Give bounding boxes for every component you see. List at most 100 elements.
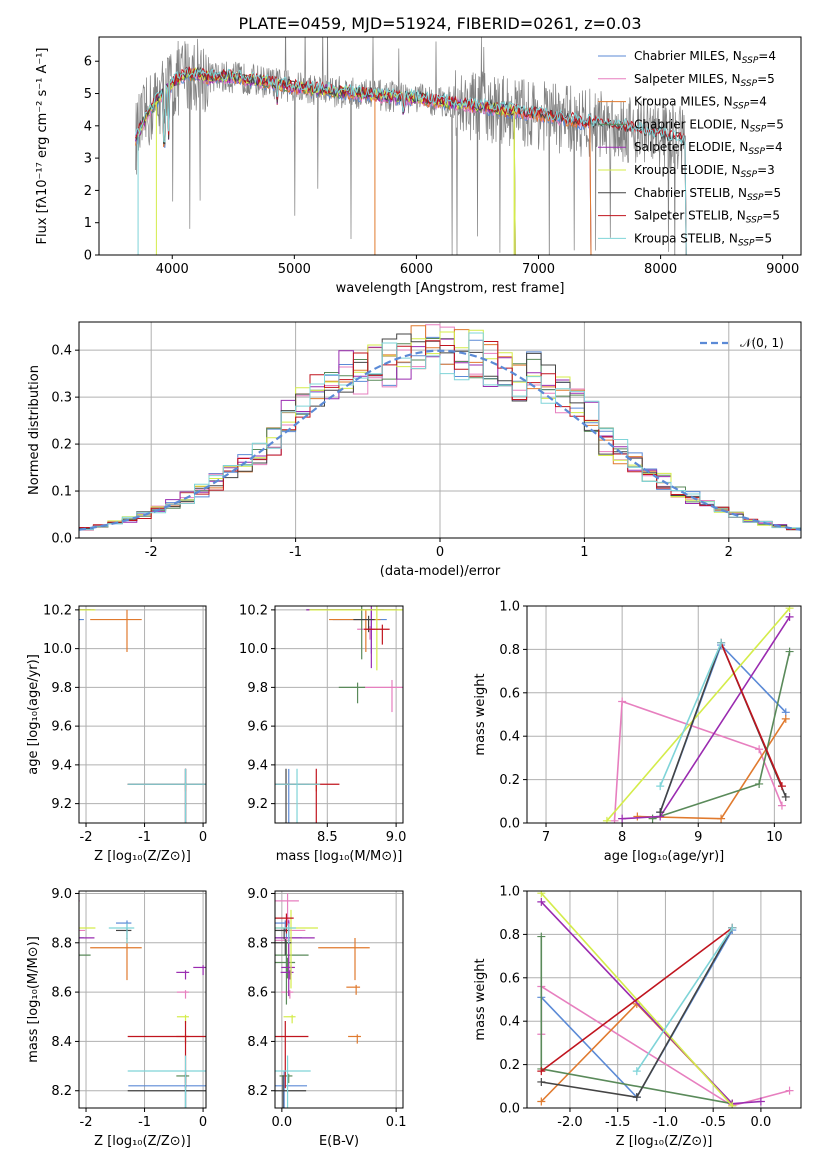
- legend-label: Salpeter MILES, NSSP=5: [634, 72, 775, 89]
- age_vs_Z-ylabel: age [log₁₀(age/yr)]: [26, 654, 41, 775]
- weight-marker: [717, 638, 726, 647]
- mass_vs_Z-ytick-label: 8.4: [51, 1035, 72, 1050]
- age_vs_mass-ytick-label: 9.4: [247, 758, 268, 773]
- weight_vs_Z-ytick-label: 0.6: [499, 971, 520, 986]
- age_vs_Z-xlabel: Z [log₁₀(Z/Z⊙)]: [94, 849, 191, 864]
- weight-marker: [777, 801, 786, 810]
- age_vs_mass-frame: [274, 605, 404, 824]
- weight-marker: [717, 814, 726, 823]
- age_vs_mass-ytick-label: 10.2: [239, 603, 268, 618]
- weight_vs_Z-ytick-label: 0.8: [499, 928, 520, 943]
- mass_vs_Z-ytick-label: 8.2: [51, 1084, 72, 1099]
- mass_vs_Z-ylabel: mass [log₁₀(M/M⊙)]: [26, 936, 41, 1063]
- weight-marker: [537, 1067, 546, 1076]
- legend-label: Kroupa MILES, NSSP=4: [634, 95, 767, 112]
- spectrum-ytick-label: 0: [84, 249, 92, 264]
- weight-marker: [756, 1097, 765, 1106]
- weight-marker: [755, 745, 764, 754]
- spectrum-ytick-label: 4: [84, 119, 92, 134]
- mass_vs_EBV-xtick-label: 0.0: [272, 1115, 293, 1130]
- legend-subscript: SSP: [742, 56, 759, 66]
- mass_vs_Z-ytick-label: 8.8: [51, 936, 72, 951]
- weight-marker: [781, 792, 790, 801]
- spectrum-legend: Chabrier MILES, NSSP=4 Salpeter MILES, NS…: [598, 49, 784, 248]
- legend-subscript: SSP: [747, 193, 764, 203]
- weight-line: [540, 927, 733, 1072]
- legend-value: =5: [754, 231, 772, 245]
- weight-marker: [656, 808, 665, 817]
- weight-marker: [785, 612, 794, 621]
- mass_vs_Z-ytick-label: 8.6: [51, 986, 72, 1001]
- legend-label: Chabrier ELODIE, NSSP=5: [634, 117, 784, 134]
- legend-subscript: SSP: [741, 170, 758, 180]
- residual-histogram: [79, 332, 801, 530]
- spectrum-title: PLATE=0459, MJD=51924, FIBERID=0261, z=0…: [238, 14, 641, 33]
- legend-value: =4: [758, 49, 776, 63]
- weight-marker: [777, 782, 786, 791]
- weight-marker: [610, 816, 619, 823]
- age_vs_Z-plot-area: [79, 609, 206, 823]
- spectrum-ytick-label: 5: [84, 87, 92, 102]
- weight_vs_age-plot-area: [602, 606, 794, 823]
- weight-marker: [785, 647, 794, 656]
- residual-histogram: [79, 340, 801, 531]
- age_vs_mass-xtick-label: 9.0: [386, 830, 407, 845]
- weight_vs_Z-xtick-label: -0.5: [700, 1115, 725, 1130]
- spectrum-ytick-label: 3: [84, 152, 92, 167]
- weight-marker: [632, 1067, 641, 1076]
- spectrum-xlabel: wavelength [Angstrom, rest frame]: [336, 281, 565, 296]
- age_vs_Z-ytick-label: 9.4: [51, 758, 72, 773]
- weight_vs_age-xtick-label: 8: [618, 830, 626, 845]
- weight_vs_Z-xlabel: Z [log₁₀(Z/Z⊙)]: [616, 1134, 713, 1149]
- weight_vs_Z-xtick-label: 0.0: [751, 1115, 772, 1130]
- spectrum-ylabel: Flux [fλ10⁻¹⁷ erg cm⁻² s⁻¹ A⁻¹]: [35, 48, 50, 245]
- mass_vs_EBV-xlabel: E(B-V): [319, 1134, 359, 1149]
- spectrum-xtick-label: 8000: [644, 262, 677, 277]
- residuals-xtick-label: -1: [289, 545, 302, 560]
- weight_vs_age-ytick-label: 0.4: [499, 730, 520, 745]
- legend-value: =5: [757, 72, 775, 86]
- legend-value: =4: [765, 140, 783, 154]
- weight-marker: [632, 1093, 641, 1102]
- legend-value: =5: [766, 117, 784, 131]
- age_vs_mass-ytick-label: 9.8: [247, 681, 268, 696]
- weight_vs_Z-xtick-label: -1.5: [605, 1115, 630, 1130]
- age_vs_mass-plot-area: [275, 606, 403, 823]
- weight-marker: [648, 814, 657, 823]
- weight_vs_age-ytick-label: 0.0: [499, 817, 520, 832]
- mass_vs_Z-xlabel: Z [log₁₀(Z/Z⊙)]: [94, 1134, 191, 1149]
- mass_vs_EBV-ytick-label: 8.6: [247, 986, 268, 1001]
- mass_vs_EBV-ytick-label: 8.8: [247, 936, 268, 951]
- weight-marker: [728, 923, 737, 932]
- age_vs_mass-ytick-label: 10.0: [239, 642, 268, 657]
- spectrum-ytick-label: 2: [84, 184, 92, 199]
- normal-legend-label: 𝒩(0, 1): [740, 336, 784, 350]
- weight_vs_age-xtick-label: 9: [694, 830, 702, 845]
- legend-subscript: SSP: [750, 124, 767, 134]
- age_vs_Z-ytick-label: 10.0: [43, 642, 72, 657]
- residuals-xtick-label: -2: [145, 545, 158, 560]
- weight_vs_Z-ytick-label: 0.2: [499, 1058, 520, 1073]
- residuals-ytick-label: 0.0: [51, 532, 72, 547]
- age_vs_Z-ytick-label: 9.6: [51, 720, 72, 735]
- spectrum-xtick-label: 5000: [278, 262, 311, 277]
- weight_vs_age-xtick-label: 10: [766, 830, 783, 845]
- weight-line: [622, 616, 791, 820]
- weight-marker: [656, 782, 665, 791]
- weight_vs_age-ylabel: mass weight: [473, 673, 488, 755]
- weight_vs_Z-ytick-label: 1.0: [499, 885, 520, 900]
- spectrum-xtick-label: 9000: [766, 262, 799, 277]
- residual-histogram: [79, 333, 801, 529]
- weight-marker: [618, 697, 627, 706]
- legend-label: Chabrier MILES, NSSP=4: [634, 49, 776, 66]
- residuals-ytick-label: 0.1: [51, 485, 72, 500]
- legend-subscript: SSP: [741, 79, 758, 89]
- weight_vs_Z-xtick-label: -2.0: [557, 1115, 582, 1130]
- residuals-xtick-label: 2: [725, 545, 733, 560]
- model-spectrum-line: [135, 67, 687, 255]
- age_vs_Z-xtick-label: -1: [138, 830, 151, 845]
- mass_vs_EBV-xtick-label: 0.1: [386, 1115, 407, 1130]
- age_vs_Z-xtick-label: 0: [199, 830, 207, 845]
- weight-marker: [602, 816, 611, 823]
